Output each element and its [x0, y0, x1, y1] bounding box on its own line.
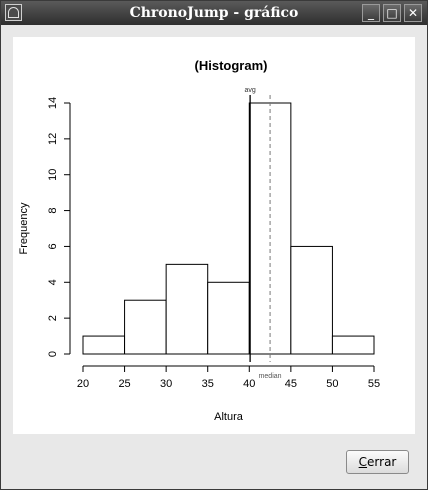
- y-tick-label-5: 10: [47, 169, 59, 181]
- cerrar-button[interactable]: Cerrar: [346, 450, 409, 474]
- y-tick-label-1: 2: [47, 315, 59, 321]
- histogram-bar-1: [124, 299, 167, 355]
- chronojump-icon: [5, 4, 22, 21]
- cerrar-label: errar: [367, 455, 397, 469]
- y-tick-label-6: 12: [47, 133, 59, 145]
- x-tick-label-5: 45: [285, 378, 297, 390]
- avg-label: avg: [244, 87, 255, 94]
- x-tick-label-2: 30: [160, 378, 172, 390]
- window-title: ChronoJump - gráfico: [129, 5, 299, 21]
- title-bar[interactable]: ChronoJump - gráfico _ □ ✕: [1, 1, 427, 25]
- y-tick-label-2: 4: [47, 279, 59, 285]
- chart-title: (Histogram): [195, 58, 268, 73]
- y-tick-label-0: 0: [47, 351, 59, 357]
- x-tick-label-4: 40: [243, 378, 255, 390]
- histogram-bar-2: [165, 263, 209, 355]
- y-tick-label-3: 6: [47, 243, 59, 249]
- histogram-bar-3: [207, 281, 250, 355]
- histogram-bar-6: [331, 335, 375, 355]
- x-tick-label-0: 20: [77, 378, 89, 390]
- x-tick-label-6: 50: [326, 378, 338, 390]
- y-tick-label-7: 14: [47, 97, 59, 109]
- close-window-button[interactable]: ✕: [404, 4, 422, 22]
- cerrar-mnemonic: C: [358, 455, 368, 469]
- histogram-bar-0: [82, 335, 126, 355]
- x-tick-label-7: 55: [368, 378, 380, 390]
- y-axis-title: Frequency: [18, 202, 30, 254]
- graph-area: (Histogram) avg median 20 25 30 35 40 45 50 55 Altu…: [13, 37, 415, 434]
- maximize-button[interactable]: □: [383, 4, 401, 22]
- median-label: median: [259, 373, 282, 380]
- x-tick-label-3: 35: [202, 378, 214, 390]
- x-axis-title: Altura: [214, 411, 244, 423]
- minimize-button[interactable]: _: [362, 4, 380, 22]
- histogram-bar-5: [290, 245, 333, 355]
- y-tick-label-4: 8: [47, 208, 59, 214]
- x-tick-label-1: 25: [118, 378, 130, 390]
